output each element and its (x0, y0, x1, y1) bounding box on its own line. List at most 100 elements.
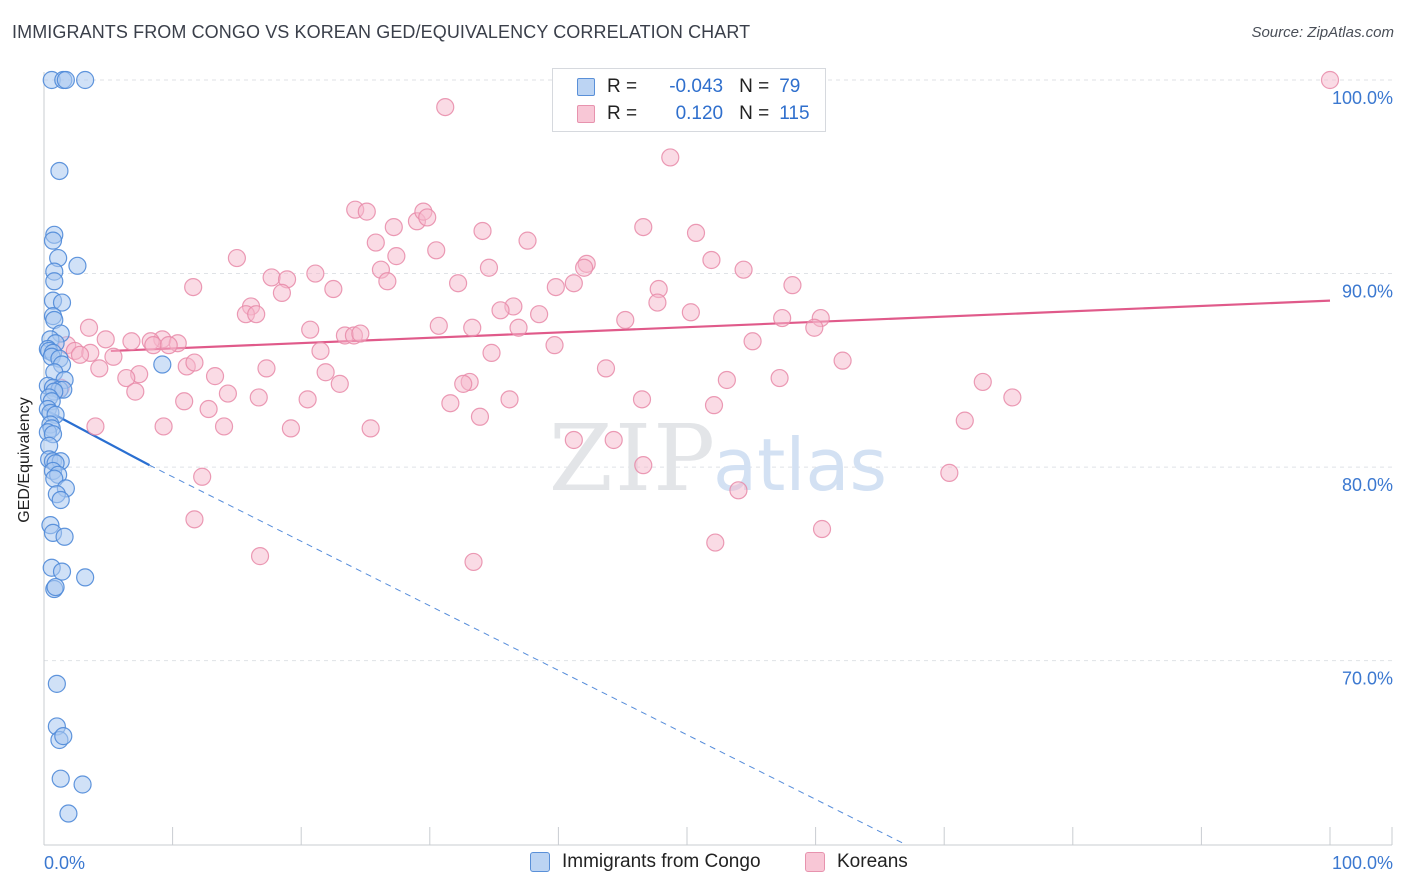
korean-point (773, 308, 792, 328)
korean-point (634, 456, 653, 475)
korean-point (185, 510, 204, 529)
congo-point (73, 775, 92, 794)
congo-point (55, 527, 74, 546)
congo-point (46, 577, 65, 597)
korean-point (184, 277, 203, 297)
korean-point (418, 208, 437, 227)
congo-point (50, 161, 69, 181)
congo-point (47, 674, 66, 693)
korean-point (298, 390, 317, 409)
korean-point (770, 368, 789, 388)
korean-point (193, 467, 212, 486)
korean-point (702, 250, 721, 270)
korean-point (306, 264, 325, 283)
korean-point (387, 247, 406, 266)
korean-point (257, 359, 276, 378)
korean-point (634, 217, 653, 237)
congo-point (51, 490, 70, 510)
korean-point (122, 332, 141, 351)
korean-point (686, 223, 706, 242)
y-tick-label: 100.0% (1332, 88, 1393, 108)
korean-point (1003, 388, 1022, 407)
y-tick-label: 80.0% (1342, 475, 1393, 495)
legend-row-korean: R = 0.120 N = 115 (577, 102, 810, 126)
korean-point (833, 351, 852, 370)
legend-r-value-korean: 0.120 (675, 103, 724, 124)
bottom-legend-swatch-congo (530, 852, 550, 872)
congo-point (59, 804, 78, 823)
korean-point (616, 310, 635, 330)
korean-point (247, 305, 266, 324)
chart-title: IMMIGRANTS FROM CONGO VS KOREAN GED/EQUI… (12, 22, 751, 42)
korean-point (729, 481, 748, 500)
korean-point (366, 233, 385, 252)
korean-point (361, 419, 380, 438)
congo-point (54, 727, 73, 746)
legend-row-congo: R = -0.043 N = 79 (577, 75, 800, 99)
korean-point (117, 368, 136, 388)
korean-point (281, 419, 301, 438)
korean-point (104, 347, 123, 366)
korean-point (378, 272, 397, 291)
korean-point (546, 277, 565, 297)
x-tick-label: 100.0% (1332, 853, 1393, 873)
korean-point (316, 363, 335, 382)
korean-point (470, 407, 490, 426)
congo-point (51, 769, 70, 788)
congo-trend-extension (149, 464, 906, 845)
korean-point (973, 372, 992, 392)
source-label: Source: ZipAtlas.com (1251, 24, 1394, 41)
korean-point (384, 217, 403, 237)
legend-r-label: R = (607, 76, 638, 97)
korean-point (463, 318, 482, 337)
korean-point (427, 241, 446, 260)
korean-point (330, 374, 349, 393)
congo-points (38, 70, 172, 823)
korean-point (144, 336, 163, 355)
korean-point (1320, 70, 1340, 90)
korean-point (249, 388, 268, 407)
korean-point (940, 463, 959, 482)
korean-point (205, 367, 225, 386)
korean-point (604, 430, 623, 450)
congo-point (52, 562, 72, 581)
korean-point (441, 394, 460, 413)
x-tick-label: 0.0% (44, 853, 85, 873)
korean-point (90, 359, 109, 378)
korean-point (545, 336, 564, 355)
korean-point (218, 384, 237, 403)
korean-point (175, 392, 194, 411)
korean-point (436, 97, 455, 117)
korean-point (812, 519, 832, 539)
watermark-zip: ZIP (549, 405, 717, 512)
congo-point (68, 256, 87, 275)
korean-point (681, 303, 700, 322)
congo-point (76, 568, 95, 587)
congo-point (76, 70, 95, 90)
korean-point (464, 552, 483, 572)
congo-point (52, 293, 72, 312)
korean-point (479, 258, 499, 277)
watermark: ZIP atlas (549, 405, 887, 512)
congo-point (43, 231, 63, 250)
korean-point (482, 343, 501, 362)
bottom-legend-swatch-korean (805, 852, 825, 872)
korean-point (301, 320, 320, 339)
korean-point (564, 274, 583, 293)
korean-points (51, 70, 1340, 572)
korean-point (199, 399, 218, 419)
korean-point (509, 318, 528, 337)
korean-point (955, 411, 974, 430)
korean-point (324, 279, 343, 299)
korean-point (805, 318, 824, 337)
korean-point (717, 370, 736, 390)
korean-point (311, 341, 330, 361)
korean-point (126, 382, 145, 401)
korean-point (357, 202, 376, 221)
korean-point (351, 324, 370, 343)
y-tick-label: 90.0% (1342, 282, 1393, 302)
korean-point (159, 336, 178, 355)
congo-point (45, 272, 64, 291)
korean-point (429, 316, 448, 335)
korean-point (518, 231, 537, 250)
